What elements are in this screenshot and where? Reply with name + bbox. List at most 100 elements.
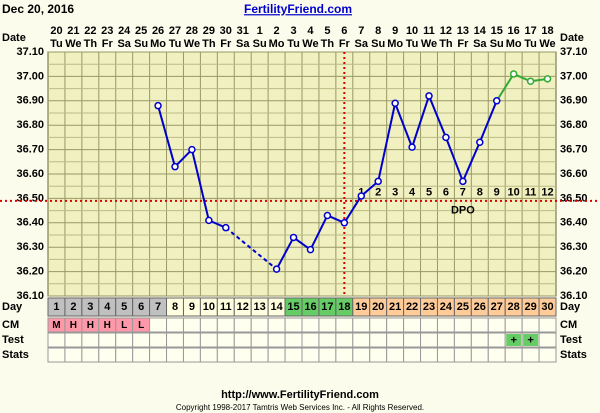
y-tick-label: 36.70 [560,144,588,156]
date-label: 12 [440,25,452,37]
cycle-day: 19 [355,301,367,313]
cycle-day: 2 [70,301,76,313]
y-tick-label: 36.60 [560,168,588,180]
temp-point [340,219,349,227]
cm-cell [420,317,438,333]
cm-value: H [104,320,111,331]
row-label: CM [2,319,19,331]
y-tick-label: 36.50 [560,192,588,204]
cm-cell [301,317,320,333]
weekday-label: Th [439,38,453,50]
stats-cell [250,347,269,363]
test-value: + [510,334,516,346]
stats-cell [149,347,168,363]
temp-point [459,177,467,186]
test-cell [199,332,218,348]
stats-cell [182,347,201,363]
test-cell [115,332,134,348]
cycle-day: 22 [406,301,418,313]
test-cell [267,332,286,348]
y-tick-label: 36.10 [560,290,588,302]
date-label: 22 [84,25,96,37]
temp-point [408,143,416,151]
cm-cell [352,317,371,333]
test-mark [523,334,539,346]
temp-point [205,216,213,225]
chart-date: Dec 20, 2016 [2,2,74,16]
temp-point [222,223,230,232]
cm-cell [470,317,489,333]
row-label: Date [2,32,26,44]
cycle-day: 15 [287,301,299,313]
y-tick-label: 36.80 [560,119,588,131]
y-tick-label: 36.10 [16,290,44,302]
temp-line [394,102,413,148]
date-label: 29 [203,25,215,37]
date-label: 14 [474,25,487,37]
cm-value: L [121,320,127,331]
weekday-label: Fr [220,38,232,50]
test-cell [318,332,337,348]
date-label: 9 [392,25,398,37]
temp-point [357,192,366,200]
row-label: CM [560,319,577,331]
temp-point [425,92,433,100]
cm-value: H [70,320,77,331]
cm-cell [436,317,455,333]
cycle-day: 1 [53,301,59,313]
test-cell [47,332,66,348]
temp-point [323,211,332,220]
weekday-label: Tu [287,38,300,50]
cm-cell [149,317,168,333]
weekday-label: Tu [524,38,537,50]
stats-cell [386,347,405,363]
stats-cell [538,347,557,363]
stats-cell [352,347,371,363]
date-label: 31 [237,25,249,37]
date-label: 17 [524,25,536,37]
dpo-label: 5 [426,187,432,199]
y-tick-label: 36.20 [16,266,44,278]
cm-cell [318,317,337,333]
stats-cell [267,347,286,363]
cycle-day: 30 [541,301,553,313]
stats-cell [233,347,252,363]
y-tick-label: 36.30 [16,241,44,253]
y-tick-label: 36.50 [16,192,44,204]
cycle-day: 8 [172,301,178,313]
stats-cell [166,347,184,363]
date-label: 10 [406,25,418,37]
stats-cell [369,347,388,363]
weekday-label: Tu [406,38,419,50]
footer-url: http://www.FertilityFriend.com [221,389,379,401]
temp-point [289,233,298,242]
cycle-day: 16 [304,301,316,313]
dpo-label: 8 [477,187,483,199]
weekday-label: Su [490,38,504,50]
temp-point [543,75,552,83]
temp-line [461,141,481,182]
weekday-label: We [65,38,81,50]
weekday-label: Fr [102,38,114,50]
date-label: 3 [290,25,296,37]
row-label: Stats [560,349,587,361]
test-cell [166,332,184,348]
weekday-label: Su [134,38,148,50]
weekday-label: Tu [169,38,182,50]
y-tick-label: 36.80 [16,119,44,131]
temp-line [411,95,430,148]
dpo-label: 6 [443,187,449,199]
stats-cell [420,347,438,363]
cycle-day: 6 [138,301,144,313]
dpo-label: 7 [460,187,466,199]
test-cell [98,332,117,348]
test-cell [250,332,269,348]
test-cell [352,332,371,348]
date-label: 4 [307,25,314,37]
test-cell [386,332,405,348]
cm-cell [250,317,269,333]
test-cell [470,332,489,348]
dpo-label: 12 [541,187,553,199]
temp-point [374,177,382,186]
site-link[interactable]: FertilityFriend.com [244,2,352,16]
